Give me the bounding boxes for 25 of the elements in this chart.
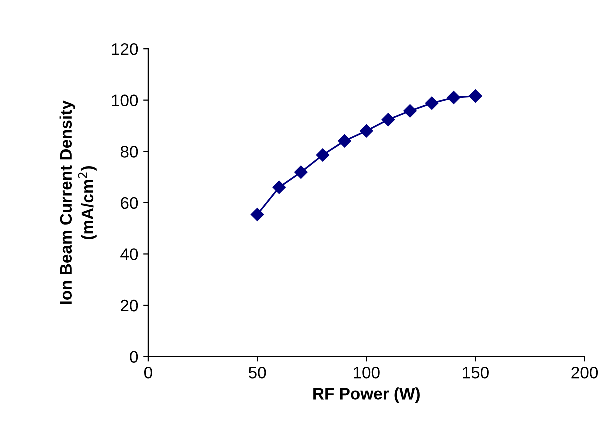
point — [425, 96, 439, 110]
point — [447, 91, 460, 104]
point — [338, 134, 352, 148]
point — [316, 148, 330, 162]
y-tick-label: 40 — [120, 248, 138, 260]
point — [360, 124, 374, 138]
y-tick-label: 120 — [112, 43, 138, 56]
point — [469, 90, 482, 103]
x-tick-label: 0 — [144, 366, 152, 379]
y-axis-title: Ion Beam Current Density (mA/cm$^{2}$) — [60, 100, 97, 304]
y-tick-label: 100 — [112, 94, 138, 107]
point — [250, 208, 264, 222]
y-tick-label: 60 — [121, 197, 138, 210]
x-tick-label: 150 — [463, 366, 489, 379]
point — [294, 166, 308, 179]
x-tick-label: 100 — [354, 366, 380, 379]
x-tick-label: 50 — [248, 366, 266, 379]
y-tick-label: 80 — [120, 146, 138, 158]
point — [382, 113, 396, 126]
x-axis-title: RF Power (W) — [314, 388, 420, 404]
y-tick-label: 0 — [130, 351, 138, 364]
point — [404, 104, 417, 118]
x-tick-label: 200 — [572, 366, 598, 379]
y-tick-label: 20 — [121, 300, 138, 312]
point — [272, 180, 286, 194]
